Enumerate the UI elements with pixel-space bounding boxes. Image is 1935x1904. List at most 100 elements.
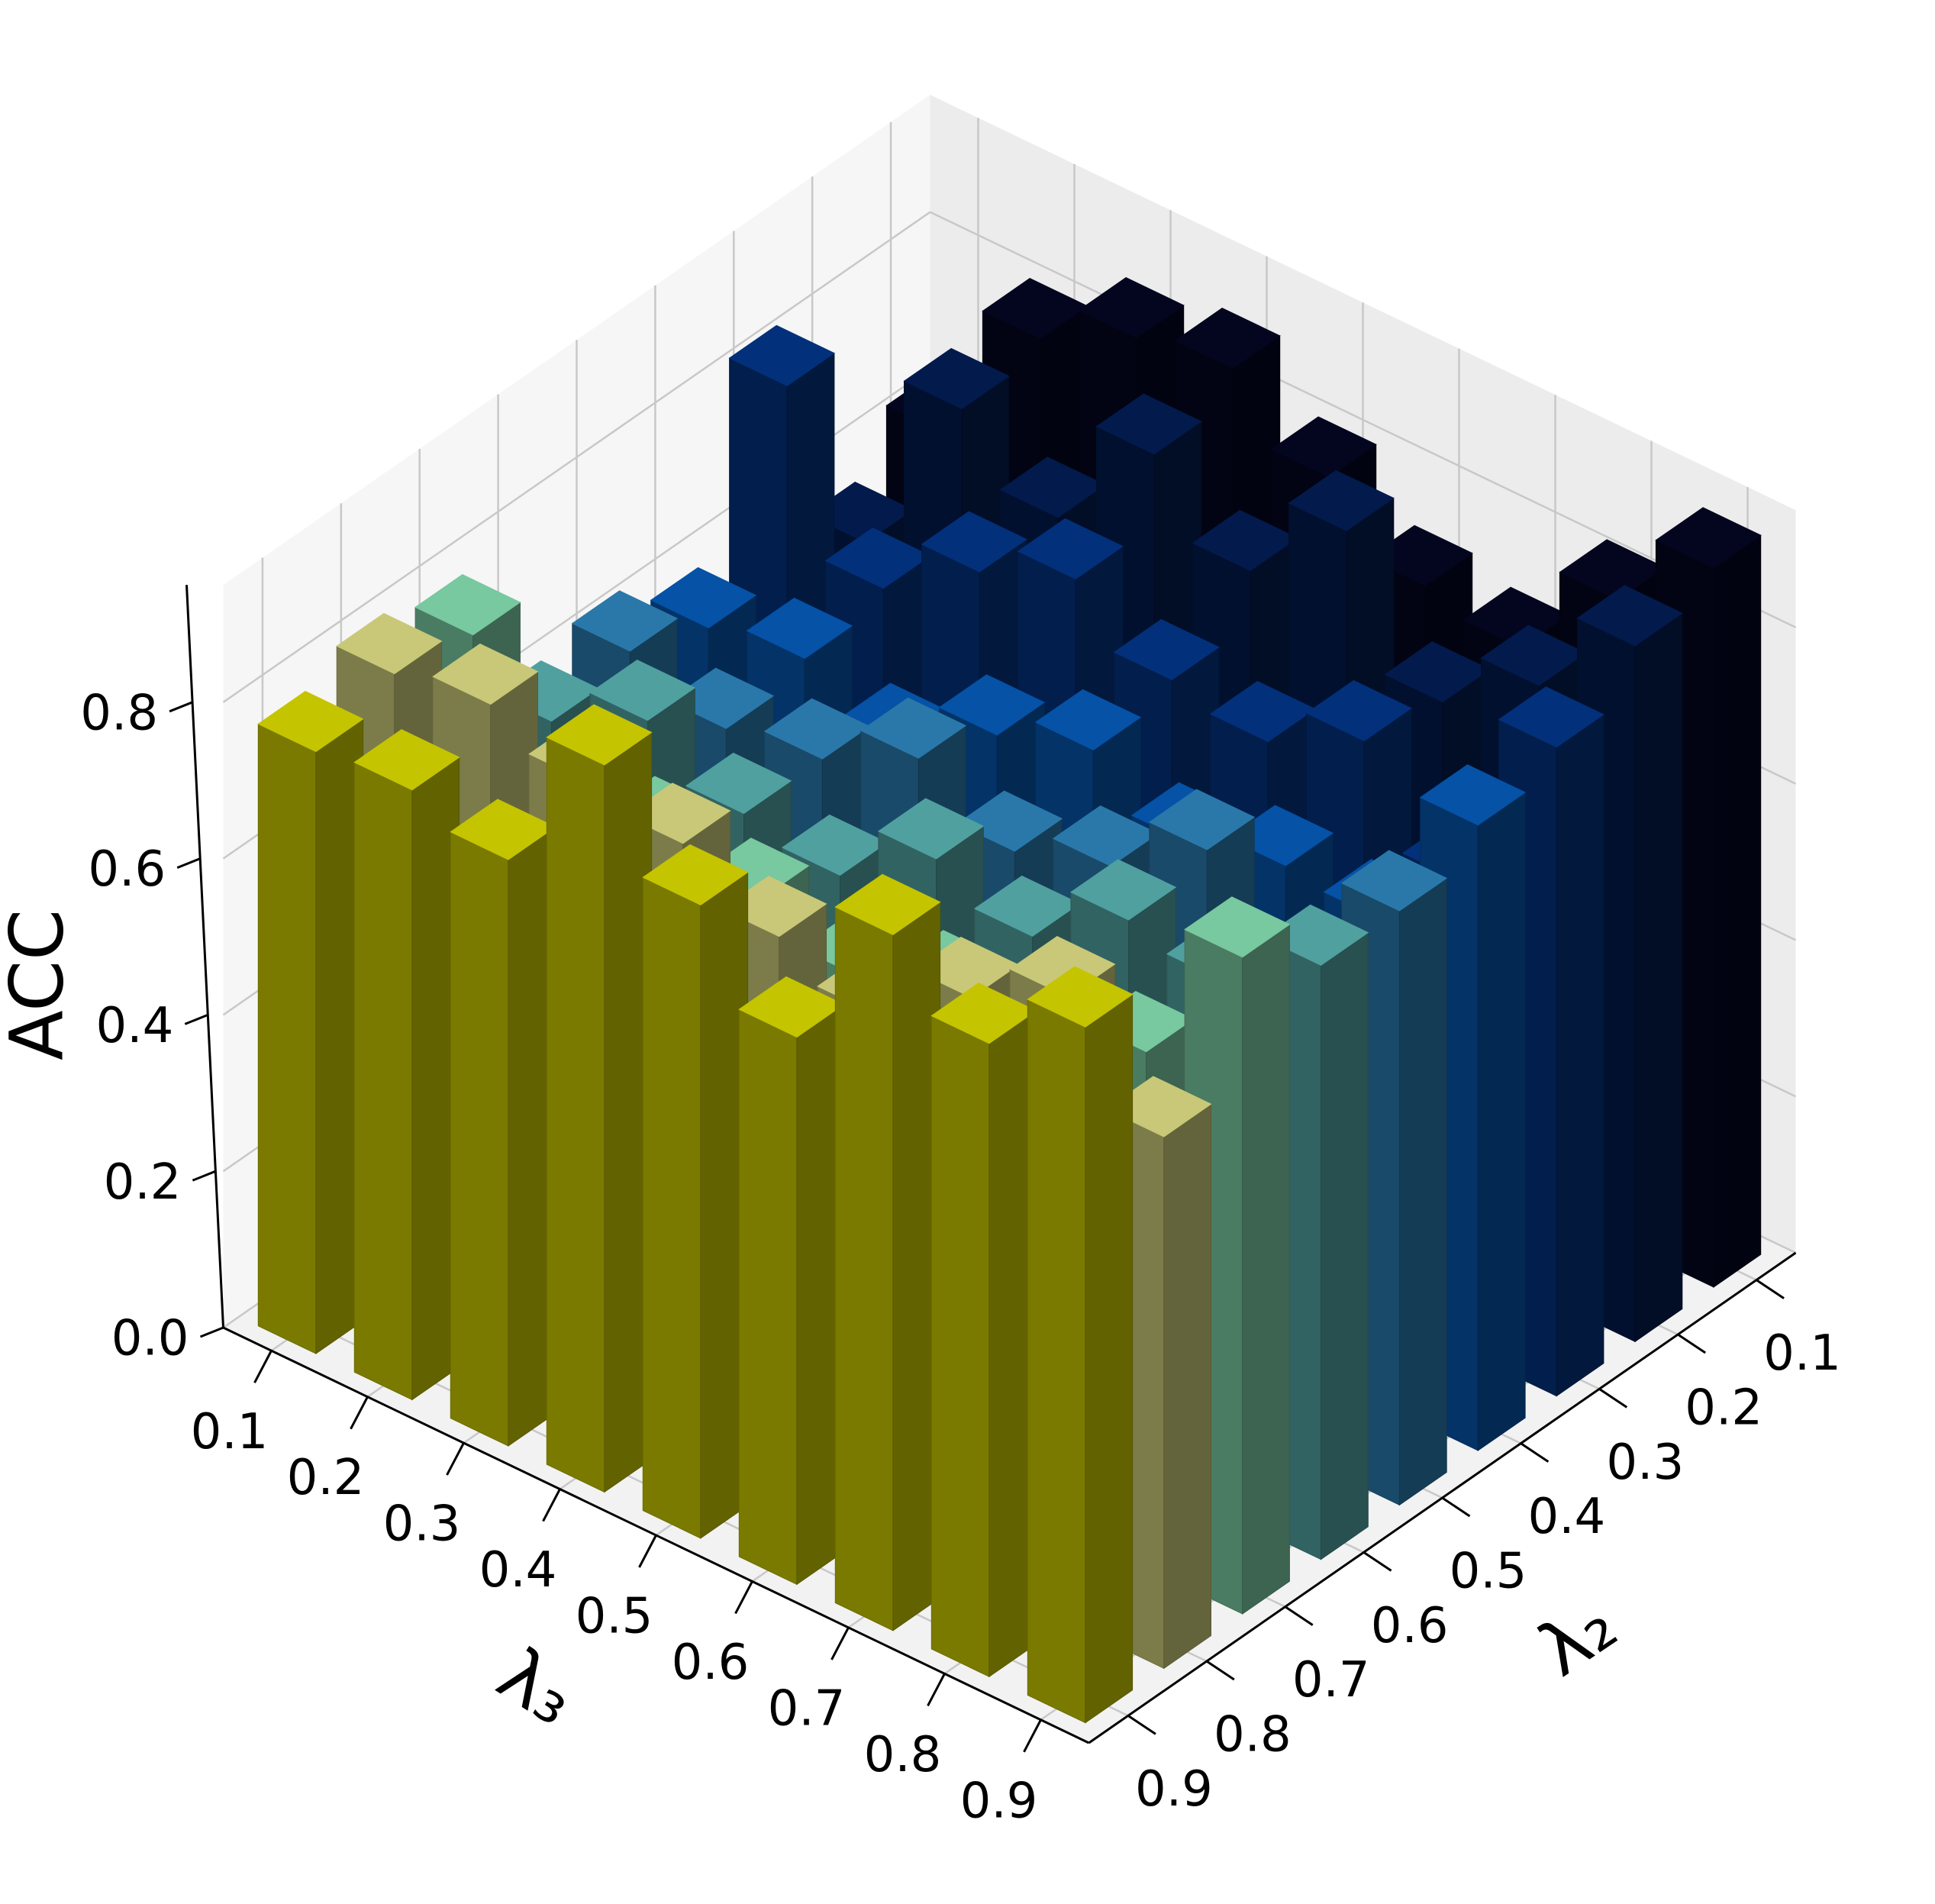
bar-side-face	[1242, 924, 1290, 1615]
y-tick-label: 0.1	[1763, 1325, 1841, 1382]
bar-front-face	[930, 1015, 990, 1677]
y-tick-label: 0.3	[1606, 1434, 1684, 1491]
bar-side-face	[1713, 534, 1762, 1288]
bar-top-face	[1419, 764, 1527, 826]
x-tick-label: 0.8	[864, 1727, 942, 1783]
z-tick-label: 0.0	[111, 1311, 189, 1367]
bar-top-face	[956, 790, 1063, 852]
bar-top-face	[685, 752, 792, 815]
y-tick-label: 0.8	[1214, 1707, 1292, 1764]
bar-top-face	[1288, 470, 1395, 531]
bar-top-face	[353, 729, 460, 791]
y-tick	[1441, 1496, 1471, 1518]
bar	[257, 690, 364, 1355]
bar-front-face	[1027, 999, 1086, 1724]
x-tick	[927, 1673, 946, 1707]
bar-top-face	[921, 511, 1027, 573]
bar-side-face	[1398, 877, 1447, 1506]
y-tick	[1206, 1660, 1235, 1681]
x-tick	[638, 1534, 657, 1568]
z-tick-label: 0.2	[104, 1154, 182, 1211]
bar-front-face	[450, 831, 509, 1447]
x-tick-label: 0.4	[479, 1542, 557, 1599]
x-tick	[734, 1580, 753, 1615]
bar	[546, 704, 653, 1493]
bar-top-face	[1184, 896, 1291, 958]
bar-top-face	[546, 704, 653, 766]
bars	[257, 277, 1762, 1724]
z-tick-label: 0.6	[88, 841, 166, 898]
x-tick-label: 0.2	[287, 1450, 365, 1506]
bar	[450, 799, 556, 1447]
bar-top-face	[746, 597, 853, 660]
bar-front-face	[738, 1008, 798, 1586]
bar-top-face	[571, 590, 679, 652]
bar-top-face	[1498, 686, 1604, 748]
bar-side-face	[1085, 993, 1134, 1724]
bar-front-face	[353, 761, 413, 1401]
bar	[834, 873, 941, 1631]
x-tick	[446, 1442, 465, 1476]
y-tick-label: 0.9	[1135, 1761, 1213, 1818]
y-tick-label: 0.5	[1450, 1544, 1527, 1600]
bar	[642, 844, 749, 1539]
bar-top-face	[1027, 966, 1134, 1028]
x-tick	[542, 1488, 561, 1522]
bar	[738, 976, 845, 1586]
bar-side-face	[1163, 1103, 1211, 1670]
bar-front-face	[257, 723, 317, 1354]
bar-top-face	[1113, 618, 1220, 681]
y-tick	[1520, 1442, 1550, 1463]
y-tick-label: 0.7	[1292, 1652, 1370, 1709]
bar	[1027, 966, 1134, 1724]
z-tick	[176, 857, 201, 869]
bar-top-face	[1262, 904, 1369, 966]
bar-top-face	[589, 660, 696, 721]
x-tick	[253, 1350, 273, 1383]
bar-top-face	[859, 697, 967, 759]
bar-top-face	[1270, 416, 1377, 478]
y-tick-label: 0.6	[1371, 1598, 1449, 1654]
bar-side-face	[1477, 792, 1526, 1451]
bar-top-face	[1095, 393, 1202, 455]
bar-top-face	[1576, 585, 1683, 647]
bar-side-face	[1634, 612, 1683, 1343]
axes: 0.00.20.40.60.80.10.20.30.40.50.60.70.80…	[80, 585, 1841, 1829]
z-tick	[192, 1170, 216, 1182]
bar-top-face	[903, 347, 1010, 410]
bar-side-face	[1321, 931, 1369, 1560]
y-tick	[1598, 1388, 1628, 1409]
y-tick	[1677, 1333, 1706, 1354]
bar-top-face	[642, 844, 749, 905]
bar-top-face	[1174, 308, 1281, 370]
bar-top-face	[1305, 679, 1412, 742]
bar-top-face	[938, 674, 1046, 736]
bar-top-face	[1148, 789, 1256, 850]
bar-front-face	[546, 737, 605, 1493]
bar-front-face	[834, 906, 894, 1631]
bar-top-face	[1340, 850, 1448, 912]
y-tick-label: 0.4	[1527, 1489, 1605, 1545]
y-tick	[1284, 1605, 1314, 1626]
bar	[930, 983, 1037, 1678]
bar	[353, 729, 460, 1401]
x-tick-label: 0.6	[672, 1635, 750, 1691]
y-axis-label: λ₂	[1523, 1581, 1631, 1693]
bar-top-face	[336, 612, 443, 675]
y-tick	[1756, 1279, 1785, 1299]
bar-top-face	[877, 798, 985, 860]
x-tick-label: 0.5	[576, 1589, 653, 1645]
bar-top-face	[432, 643, 539, 705]
x-tick-label: 0.9	[960, 1773, 1038, 1829]
bar-top-face	[257, 690, 364, 753]
bar-top-face	[728, 324, 835, 386]
z-tick	[184, 1014, 208, 1025]
bar-top-face	[1078, 277, 1185, 339]
x-tick	[350, 1396, 369, 1430]
bar-top-face	[1655, 507, 1762, 569]
z-tick-label: 0.4	[96, 998, 174, 1054]
x-tick	[830, 1627, 850, 1660]
x-tick	[1023, 1719, 1042, 1753]
